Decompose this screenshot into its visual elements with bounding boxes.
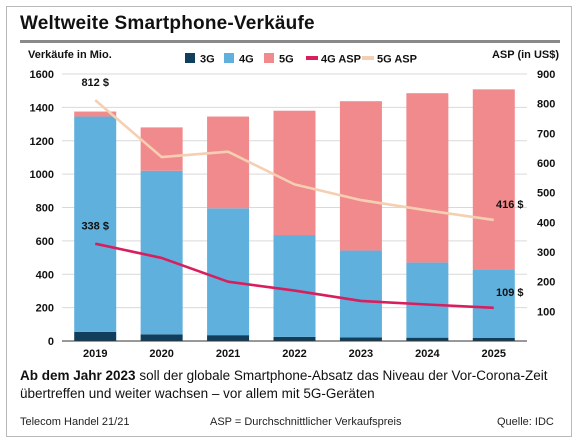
y-tick-label-right: 800: [537, 99, 555, 111]
bar-5g-2023: [339, 101, 382, 251]
legend-swatch-3g: [185, 53, 195, 63]
chart-caption: Ab dem Jahr 2023 soll der globale Smartp…: [20, 367, 560, 403]
legend-label: 4G: [239, 54, 254, 66]
y-tick-label-right: 700: [537, 128, 555, 140]
data-label-asp: 416 $: [496, 199, 524, 211]
legend-label: 5G: [279, 54, 294, 66]
x-tick-label: 2024: [415, 348, 440, 360]
data-label-asp: 338 $: [81, 221, 109, 233]
x-tick-label: 2020: [149, 348, 173, 360]
data-label-asp: 109 $: [496, 287, 524, 299]
bar-3g-2021: [207, 335, 250, 341]
legend-swatch-4g-asp: [306, 56, 318, 60]
y-tick-label-right: 900: [537, 69, 555, 81]
legend-label: 3G: [200, 54, 215, 66]
data-label-asp: 812 $: [81, 77, 109, 89]
y-tick-label-left: 600: [36, 236, 54, 248]
annotations-group: 812 $ 338 $ 416 $ 109 $: [81, 77, 523, 299]
legend: 3G 4G 5G 4G ASP 5G ASP: [185, 53, 417, 66]
x-tick-label: 2022: [282, 348, 306, 360]
y-tick-label-left: 1000: [30, 169, 54, 181]
y-tick-label-left: 1600: [30, 69, 54, 81]
footer-asp-note: ASP = Durchschnittlicher Verkaufspreis: [210, 416, 402, 428]
legend-label: 4G ASP: [321, 54, 361, 66]
y-tick-label-right: 400: [537, 217, 555, 229]
y-tick-label-left: 1200: [30, 136, 54, 148]
bar-4g-2020: [140, 170, 183, 335]
bar-4g-2019: [74, 116, 117, 332]
y-tick-label-right: 100: [537, 306, 555, 318]
bar-5g-2022: [273, 110, 316, 236]
bar-3g-2020: [140, 334, 183, 341]
y-tick-label-left: 800: [36, 203, 54, 215]
y-tick-label-right: 500: [537, 188, 555, 200]
bar-5g-2025: [472, 89, 515, 270]
x-tick-label: 2025: [482, 348, 506, 360]
bar-5g-2024: [406, 93, 449, 263]
bar-4g-2025: [472, 269, 515, 338]
bar-5g-2020: [140, 127, 183, 171]
y-tick-label-left: 400: [36, 269, 54, 281]
bar-series-group: [74, 89, 515, 341]
caption-text: soll der globale Smartphone-Absatz das N…: [20, 368, 548, 401]
y-tick-label-left: 0: [48, 336, 54, 348]
x-tick-label: 2021: [216, 348, 240, 360]
bar-3g-2023: [339, 337, 382, 341]
legend-swatch-5g: [264, 53, 274, 63]
line-4g-asp: [94, 242, 494, 310]
legend-label: 5G ASP: [377, 54, 417, 66]
bar-3g-2019: [74, 331, 117, 341]
axes-group: 0 200 400 600 800 1000 1200 1400 1600 100 200 300 40…: [30, 69, 556, 360]
line-5g-asp: [94, 99, 494, 222]
x-tick-label: 2023: [349, 348, 373, 360]
footer-source-publication: Telecom Handel 21/21: [20, 416, 130, 428]
y-axis-label-right: ASP (in US$): [492, 49, 559, 61]
legend-swatch-5g-asp: [362, 56, 374, 60]
y-tick-label-left: 1400: [30, 102, 54, 114]
footer-source: Quelle: IDC: [497, 416, 554, 428]
legend-swatch-4g: [224, 53, 234, 63]
caption-bold: Ab dem Jahr 2023: [20, 368, 136, 383]
bar-3g-2025: [472, 337, 515, 341]
x-tick-label: 2019: [83, 348, 107, 360]
bar-5g-2021: [207, 116, 250, 209]
y-tick-label-right: 600: [537, 158, 555, 170]
y-tick-label-right: 300: [537, 247, 555, 259]
y-axis-label-left: Verkäufe in Mio.: [28, 49, 112, 61]
bar-4g-2022: [273, 235, 316, 337]
y-tick-label-left: 200: [36, 303, 54, 315]
line-series-group: [94, 99, 494, 310]
bar-4g-2024: [406, 262, 449, 338]
bar-5g-2019: [74, 111, 117, 117]
title-divider: [20, 40, 560, 43]
chart-title: Weltweite Smartphone-Verkäufe: [20, 13, 315, 34]
bar-3g-2024: [406, 337, 449, 341]
bar-4g-2021: [207, 208, 250, 336]
y-tick-label-right: 200: [537, 277, 555, 289]
bar-4g-2023: [339, 250, 382, 338]
bar-3g-2022: [273, 336, 316, 341]
